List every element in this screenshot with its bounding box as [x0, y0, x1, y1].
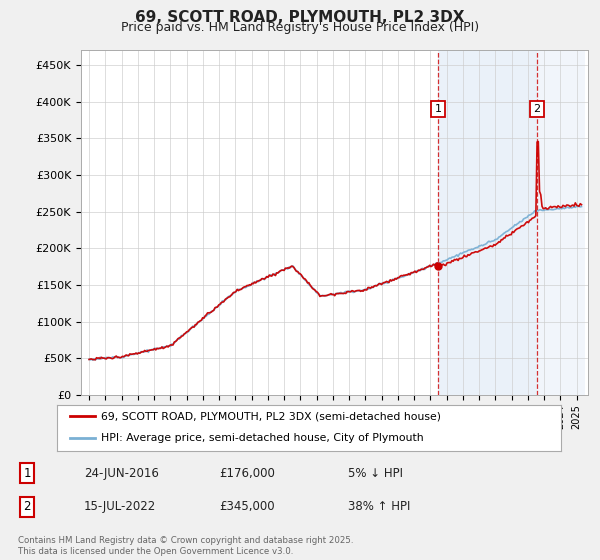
- Text: £345,000: £345,000: [219, 500, 275, 514]
- Text: 2: 2: [23, 500, 31, 514]
- Text: 69, SCOTT ROAD, PLYMOUTH, PL2 3DX (semi-detached house): 69, SCOTT ROAD, PLYMOUTH, PL2 3DX (semi-…: [101, 412, 442, 421]
- Text: 5% ↓ HPI: 5% ↓ HPI: [348, 466, 403, 480]
- Text: 15-JUL-2022: 15-JUL-2022: [84, 500, 156, 514]
- Bar: [536, 50, 585, 395]
- Text: Contains HM Land Registry data © Crown copyright and database right 2025.
This d: Contains HM Land Registry data © Crown c…: [18, 536, 353, 556]
- Text: 24-JUN-2016: 24-JUN-2016: [84, 466, 159, 480]
- Text: HPI: Average price, semi-detached house, City of Plymouth: HPI: Average price, semi-detached house,…: [101, 433, 424, 443]
- Text: 2: 2: [533, 104, 540, 114]
- Text: 1: 1: [434, 104, 442, 114]
- Text: £176,000: £176,000: [219, 466, 275, 480]
- Bar: [438, 50, 536, 395]
- Text: 69, SCOTT ROAD, PLYMOUTH, PL2 3DX: 69, SCOTT ROAD, PLYMOUTH, PL2 3DX: [135, 10, 465, 25]
- Text: 1: 1: [23, 466, 31, 480]
- Text: 38% ↑ HPI: 38% ↑ HPI: [348, 500, 410, 514]
- Text: Price paid vs. HM Land Registry's House Price Index (HPI): Price paid vs. HM Land Registry's House …: [121, 21, 479, 34]
